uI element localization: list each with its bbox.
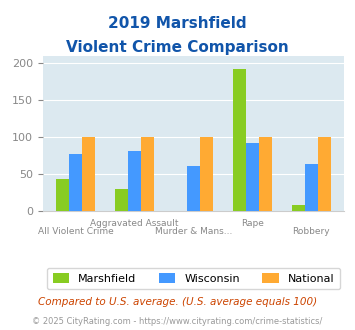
Text: Compared to U.S. average. (U.S. average equals 100): Compared to U.S. average. (U.S. average …	[38, 297, 317, 307]
Text: Robbery: Robbery	[293, 227, 330, 237]
Bar	[141, 137, 154, 211]
Text: Rape: Rape	[241, 218, 264, 228]
Text: Aggravated Assault: Aggravated Assault	[91, 218, 179, 228]
Text: Murder & Mans...: Murder & Mans...	[155, 227, 232, 237]
Text: © 2025 CityRating.com - https://www.cityrating.com/crime-statistics/: © 2025 CityRating.com - https://www.city…	[32, 317, 323, 326]
Bar	[259, 137, 272, 211]
Bar	[292, 205, 305, 211]
Text: Violent Crime Comparison: Violent Crime Comparison	[66, 40, 289, 54]
Bar	[69, 153, 82, 211]
Bar	[305, 164, 318, 211]
Legend: Marshfield, Wisconsin, National: Marshfield, Wisconsin, National	[47, 268, 340, 289]
Text: 2019 Marshfield: 2019 Marshfield	[108, 16, 247, 31]
Bar	[200, 137, 213, 211]
Bar	[56, 180, 69, 211]
Bar	[246, 143, 259, 211]
Bar	[233, 69, 246, 211]
Bar	[115, 189, 128, 211]
Text: All Violent Crime: All Violent Crime	[38, 227, 114, 237]
Bar	[128, 151, 141, 211]
Bar	[82, 137, 95, 211]
Bar	[187, 166, 200, 211]
Bar	[318, 137, 331, 211]
